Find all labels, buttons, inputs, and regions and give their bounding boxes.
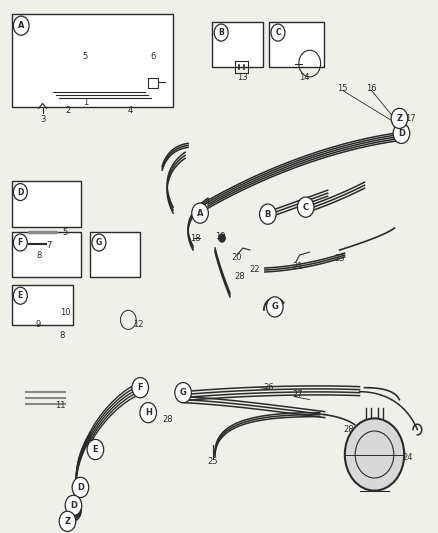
Circle shape	[214, 24, 228, 41]
Text: D: D	[398, 129, 405, 138]
Circle shape	[87, 439, 104, 459]
Text: 15: 15	[337, 84, 348, 93]
Text: 28: 28	[343, 425, 354, 434]
Text: 13: 13	[237, 74, 247, 83]
Text: 12: 12	[133, 320, 144, 329]
Bar	[12, 181, 81, 227]
Bar	[269, 22, 324, 67]
Text: E: E	[18, 291, 23, 300]
Bar	[12, 14, 173, 107]
Text: G: G	[272, 302, 278, 311]
Text: G: G	[180, 388, 187, 397]
Circle shape	[65, 495, 82, 515]
Circle shape	[92, 234, 106, 251]
Text: 5: 5	[83, 52, 88, 61]
Circle shape	[140, 402, 156, 423]
Circle shape	[72, 478, 89, 497]
Circle shape	[13, 16, 29, 35]
Text: G: G	[96, 238, 102, 247]
Bar	[90, 232, 141, 277]
Text: H: H	[145, 408, 152, 417]
Text: 9: 9	[36, 320, 41, 329]
Text: A: A	[197, 208, 203, 217]
Circle shape	[391, 108, 408, 128]
Circle shape	[393, 123, 410, 143]
Text: 28: 28	[163, 415, 173, 424]
Text: 17: 17	[405, 114, 416, 123]
Text: C: C	[275, 28, 281, 37]
Text: 23: 23	[334, 254, 345, 263]
Text: Z: Z	[396, 114, 403, 123]
Text: B: B	[265, 209, 271, 219]
Text: 2: 2	[66, 107, 71, 116]
Text: 20: 20	[232, 253, 242, 262]
Text: C: C	[303, 203, 309, 212]
Text: 8: 8	[36, 251, 41, 260]
Text: B: B	[218, 28, 224, 37]
Text: 14: 14	[300, 74, 310, 83]
Text: 19: 19	[215, 231, 225, 240]
Bar	[12, 232, 81, 277]
Circle shape	[59, 511, 76, 531]
Text: Z: Z	[64, 517, 71, 526]
Text: 11: 11	[55, 401, 66, 410]
Text: 7: 7	[46, 241, 51, 250]
Text: 27: 27	[293, 390, 303, 399]
Text: 28: 28	[235, 272, 245, 281]
Circle shape	[271, 24, 285, 41]
Text: 25: 25	[208, 457, 218, 466]
Text: F: F	[18, 238, 23, 247]
Text: 16: 16	[366, 84, 377, 93]
Circle shape	[219, 234, 226, 243]
Text: 21: 21	[293, 262, 303, 271]
Text: D: D	[77, 483, 84, 492]
Text: D: D	[17, 188, 24, 197]
Text: 24: 24	[402, 453, 413, 462]
Text: 4: 4	[127, 107, 133, 116]
Text: 18: 18	[190, 233, 201, 243]
Text: 3: 3	[40, 115, 45, 124]
Text: 1: 1	[83, 99, 88, 108]
Text: 22: 22	[250, 265, 260, 274]
Circle shape	[13, 183, 27, 200]
Text: E: E	[92, 445, 98, 454]
Text: 10: 10	[60, 308, 71, 317]
Text: D: D	[70, 501, 77, 510]
Circle shape	[192, 203, 208, 223]
Text: 5: 5	[63, 228, 68, 237]
Circle shape	[175, 383, 191, 403]
Bar	[212, 22, 263, 67]
Circle shape	[267, 297, 283, 317]
Text: 26: 26	[264, 383, 274, 392]
Circle shape	[13, 234, 27, 251]
Text: 6: 6	[151, 52, 156, 61]
Circle shape	[132, 377, 148, 398]
Text: 8: 8	[60, 331, 65, 340]
Text: F: F	[138, 383, 143, 392]
Text: A: A	[18, 21, 25, 30]
Circle shape	[297, 197, 314, 217]
Circle shape	[13, 287, 27, 304]
Circle shape	[260, 204, 276, 224]
Bar	[12, 285, 73, 325]
Circle shape	[345, 418, 404, 491]
